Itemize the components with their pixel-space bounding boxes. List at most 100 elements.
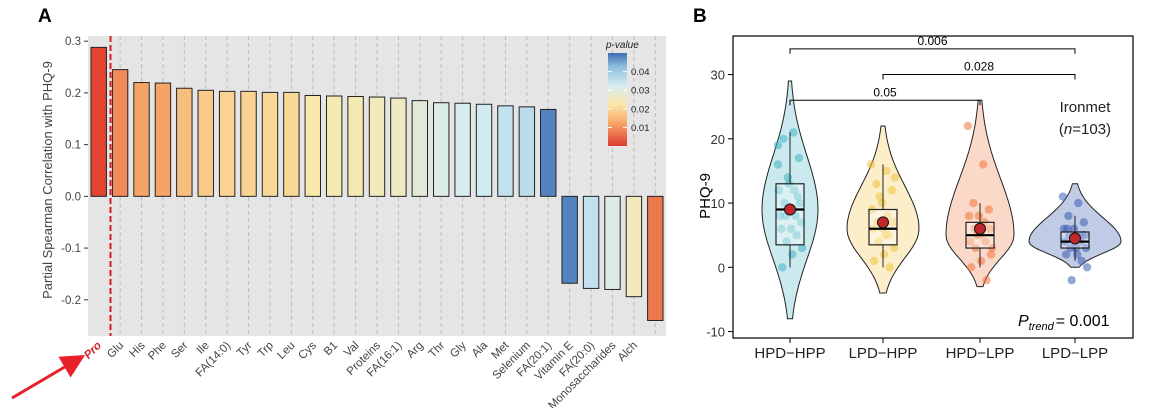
panel-b-label: B (693, 6, 707, 27)
data-point (965, 237, 975, 246)
x-label: HPD−LPP (946, 345, 1015, 362)
data-point (794, 153, 803, 163)
data-point (874, 237, 883, 246)
x-label-highlight: Pro (82, 340, 104, 362)
data-point (981, 237, 990, 246)
bar (475, 103, 493, 197)
legend-tick-label: 0.01 (631, 123, 650, 134)
y-tick-label: 0 (718, 260, 725, 275)
mean-marker (974, 222, 986, 235)
data-point (982, 275, 991, 285)
y-tick-label: 0.1 (65, 140, 81, 152)
bar (497, 105, 514, 197)
comparison-bracket (882, 74, 1076, 80)
comparison-pvalue: 0.006 (917, 34, 947, 48)
bar (433, 102, 450, 197)
cohort-label: Ironmet (1060, 99, 1112, 116)
data-point (1067, 275, 1076, 285)
data-point (969, 198, 978, 208)
plot-frame (732, 35, 1134, 339)
data-point (885, 263, 894, 272)
x-label: B1 (322, 340, 340, 358)
data-point (979, 160, 988, 169)
bar (647, 195, 664, 321)
y-tick-label: 0.3 (65, 36, 81, 48)
x-label: Alch (616, 340, 640, 364)
x-label: Glu (105, 340, 126, 361)
data-point (986, 250, 996, 259)
data-point (974, 211, 984, 221)
correlation-bar-chart: 0.3 0.2 0.1 0.0 -0.1 -0.2 Partial Spearman Co… (11, 36, 666, 408)
data-point (773, 160, 783, 169)
data-point (875, 192, 884, 201)
bar (604, 195, 621, 290)
comparison-bracket (789, 99, 981, 106)
legend-tick-label: 0.03 (631, 86, 650, 97)
data-point (1058, 192, 1068, 201)
bar (283, 91, 300, 197)
bar (240, 90, 257, 197)
x-label: Ser (169, 340, 190, 361)
data-point (881, 230, 890, 240)
data-point (879, 250, 889, 259)
y-tick-label: 20 (711, 132, 725, 147)
data-point (1064, 211, 1073, 221)
bar (390, 97, 407, 197)
x-label: Arg (405, 340, 426, 361)
data-point (887, 186, 896, 195)
data-point (882, 166, 891, 176)
data-point (782, 237, 791, 246)
y-tick-label: -10 (706, 325, 725, 340)
panel-a-label: A (38, 6, 52, 27)
x-label: Tyr (235, 340, 255, 360)
data-point (1063, 224, 1072, 233)
bar (325, 95, 343, 197)
data-point (870, 256, 879, 266)
y-axis-label: Partial Spearman Correlation with PHQ-9 (40, 61, 55, 299)
data-point (1074, 198, 1083, 208)
data-point (872, 179, 881, 188)
bar (197, 89, 214, 197)
mean-marker (784, 203, 796, 216)
data-point (786, 224, 796, 233)
y-tick-label: 0.0 (65, 191, 81, 203)
x-label: Phe (146, 340, 169, 363)
legend-colorbar (608, 53, 627, 146)
comparison-pvalue: 0.028 (964, 60, 994, 74)
data-point (963, 121, 973, 131)
y-axis-ticks: -10 0 10 20 30 (706, 68, 733, 340)
comparison-brackets: 0.006 0.028 0.05 (789, 34, 1076, 106)
data-point (779, 134, 788, 144)
bar (411, 100, 429, 197)
data-point (795, 198, 805, 208)
data-point (778, 263, 787, 272)
y-axis-label: PHQ-9 (697, 173, 714, 219)
data-point (976, 256, 986, 266)
bar (625, 195, 643, 298)
data-point (889, 243, 899, 253)
x-label: LPD−LPP (1042, 345, 1108, 362)
data-point (1073, 250, 1082, 259)
bar (133, 82, 150, 197)
box (775, 183, 805, 246)
data-point (1079, 218, 1089, 227)
data-point (964, 211, 974, 221)
x-label: LPD−HPP (849, 345, 918, 362)
x-label: Leu (275, 340, 297, 362)
y-tick-label: 0.2 (65, 88, 81, 100)
data-point (967, 263, 976, 272)
data-point (790, 186, 799, 195)
x-axis-labels: HPD−HPP LPD−HPP HPD−LPP LPD−LPP (754, 338, 1108, 362)
data-point (877, 198, 887, 208)
bar (261, 91, 279, 197)
y-tick-label: 10 (711, 196, 725, 211)
bar (518, 106, 536, 197)
legend-tick-label: 0.04 (631, 67, 650, 78)
y-tick-label: -0.2 (61, 295, 81, 307)
data-point (985, 224, 995, 233)
bar (111, 69, 129, 197)
data-point (793, 192, 802, 201)
data-point (783, 173, 792, 182)
